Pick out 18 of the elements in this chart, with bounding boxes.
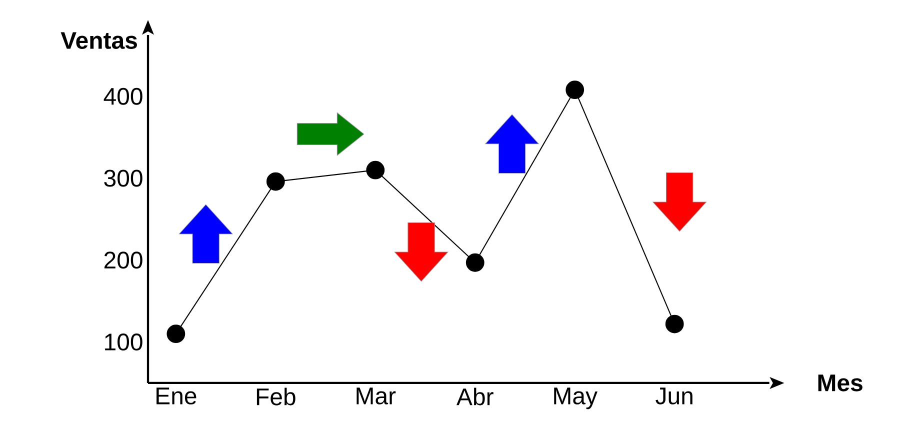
- y-tick-label: 100: [105, 334, 142, 351]
- x-axis-title: Mes: [818, 374, 862, 392]
- x-tick-label: Abr: [456, 388, 494, 406]
- point: [366, 160, 385, 180]
- y-tick-label: 200: [104, 252, 142, 269]
- x-tick-label: Mar: [356, 388, 396, 404]
- y-axis-title: Ventas: [60, 32, 137, 49]
- x-tick-label: May: [554, 388, 598, 410]
- point: [665, 314, 684, 334]
- point: [266, 172, 285, 191]
- y-tick-label: 300: [104, 170, 142, 187]
- x-tick-label: Feb: [256, 388, 296, 406]
- point: [166, 324, 186, 344]
- x-tick-label: Jun: [656, 388, 692, 404]
- x-tick-label: Ene: [156, 388, 196, 404]
- point: [566, 80, 584, 100]
- y-tick-label: 400: [104, 88, 142, 105]
- point: [466, 253, 484, 272]
